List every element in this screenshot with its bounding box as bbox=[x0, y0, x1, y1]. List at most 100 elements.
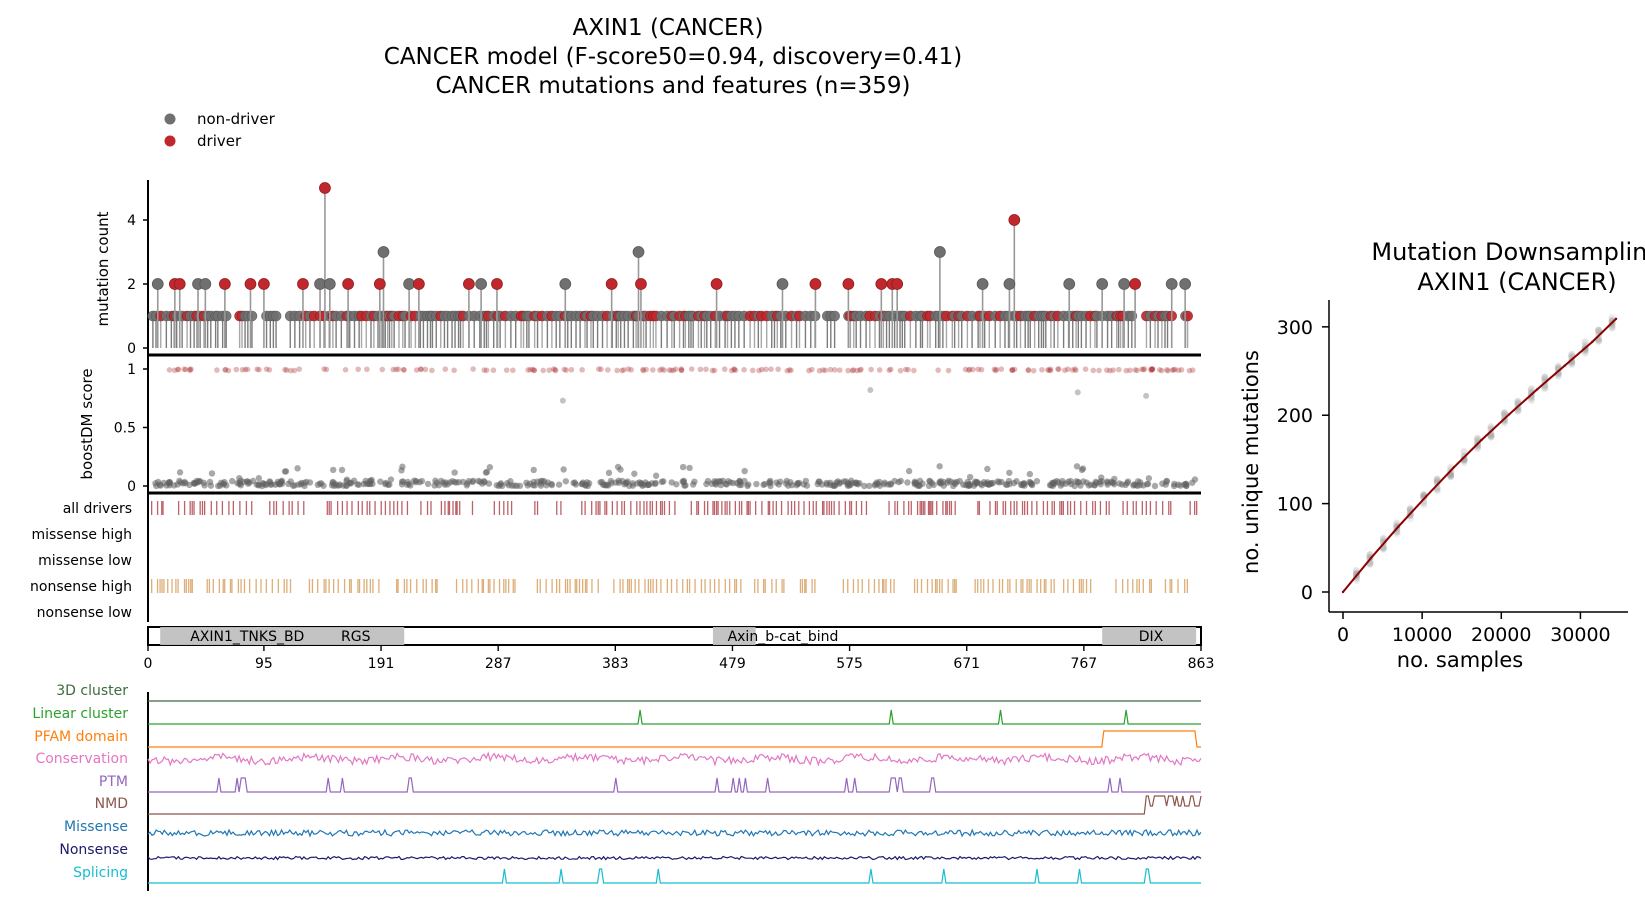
score-y-ticks: 00.51 bbox=[114, 362, 148, 495]
score-point bbox=[539, 477, 546, 485]
score-point bbox=[1124, 479, 1131, 487]
downsampling-replicate-point bbox=[1568, 350, 1576, 358]
score-point bbox=[966, 473, 974, 481]
lollipop-driver-point bbox=[342, 278, 354, 290]
downsampling-replicate-point bbox=[1500, 409, 1508, 417]
score-point bbox=[1006, 469, 1013, 476]
score-driver-point bbox=[886, 367, 892, 373]
score-point bbox=[314, 481, 322, 489]
downsampling-replicate-point bbox=[1541, 384, 1549, 392]
lollipop-y-tick-label: 2 bbox=[127, 277, 136, 293]
figure-title: AXIN1 (CANCER) CANCER model (F-score50=0… bbox=[384, 15, 962, 99]
score-driver-point bbox=[670, 367, 677, 374]
downsampling-point bbox=[1563, 364, 1566, 367]
score-driver-point bbox=[993, 366, 1000, 373]
lollipop-driver-point bbox=[244, 278, 257, 290]
score-driver-point bbox=[732, 367, 739, 374]
score-driver-point bbox=[1082, 366, 1089, 372]
score-point bbox=[852, 479, 859, 486]
lollipop-driver-point bbox=[463, 278, 475, 290]
score-driver-point bbox=[858, 366, 864, 373]
score-point bbox=[741, 467, 748, 475]
score-point bbox=[985, 481, 992, 488]
score-driver-point bbox=[650, 367, 656, 373]
score-point bbox=[1003, 481, 1011, 489]
score-driver-point bbox=[975, 366, 981, 373]
domain-box bbox=[255, 627, 405, 645]
score-driver-point bbox=[827, 366, 834, 373]
score-driver-point bbox=[503, 367, 510, 373]
score-driver-point bbox=[1134, 367, 1140, 374]
score-driver-point bbox=[1047, 366, 1054, 372]
score-point bbox=[712, 480, 719, 487]
lollipop-driver-point bbox=[1008, 214, 1021, 226]
domain-x-tick-label: 767 bbox=[1070, 656, 1097, 672]
downsampling-replicates bbox=[1352, 313, 1616, 585]
score-driver-point bbox=[1110, 367, 1116, 373]
downsampling-point bbox=[1480, 438, 1483, 442]
score-driver-point bbox=[1090, 367, 1097, 374]
score-point bbox=[272, 481, 279, 488]
score-driver-point bbox=[263, 366, 270, 372]
score-point bbox=[1145, 475, 1153, 482]
downsampling-replicate-point bbox=[1420, 497, 1428, 505]
downsampling-replicate-point bbox=[1595, 327, 1603, 335]
score-driver-point bbox=[282, 366, 288, 373]
downsampling-replicate-point bbox=[1460, 447, 1468, 455]
score-point bbox=[572, 481, 580, 488]
downsampling-replicate-point bbox=[1527, 385, 1535, 393]
score-driver-point bbox=[1123, 367, 1130, 374]
lollipop-driver-point bbox=[635, 278, 647, 290]
score-point bbox=[555, 481, 563, 488]
score-point bbox=[523, 479, 530, 486]
score-point bbox=[1177, 482, 1184, 489]
lollipop-nondriver-point bbox=[829, 310, 840, 322]
lollipop-driver-point bbox=[809, 278, 822, 290]
score-driver-point bbox=[935, 367, 941, 373]
score-driver-point bbox=[529, 366, 536, 373]
score-driver-point bbox=[768, 366, 774, 372]
score-driver-point bbox=[868, 366, 874, 373]
downsampling-replicate-point bbox=[1595, 326, 1603, 334]
downsampling-replicate-point bbox=[1487, 422, 1495, 430]
score-driver-point bbox=[552, 366, 558, 373]
downsampling-replicate-point bbox=[1406, 508, 1414, 516]
downsampling-replicate-point bbox=[1514, 404, 1522, 412]
downsampling-replicate-point bbox=[1460, 448, 1468, 456]
score-point bbox=[887, 480, 894, 487]
score-point bbox=[686, 464, 693, 472]
score-point bbox=[530, 478, 537, 486]
downsampling-replicate-point bbox=[1352, 569, 1360, 577]
downsampling-x-label: no. samples bbox=[1397, 648, 1523, 672]
score-driver-point bbox=[470, 366, 476, 372]
score-driver-point bbox=[266, 367, 273, 373]
lollipop-nondriver-point bbox=[475, 278, 487, 290]
score-driver-point bbox=[605, 367, 611, 373]
score-driver-point bbox=[1140, 366, 1147, 373]
score-point bbox=[229, 477, 236, 485]
lollipop-nondriver-point bbox=[151, 278, 164, 290]
score-driver-point bbox=[355, 366, 361, 373]
score-driver-point bbox=[897, 367, 904, 374]
lollipop-panel: mutation count 0 2 4 bbox=[94, 180, 1193, 357]
score-point bbox=[562, 478, 570, 485]
downsampling-replicate-point bbox=[1433, 479, 1441, 487]
score-driver-point bbox=[579, 367, 585, 373]
score-driver-point bbox=[256, 366, 262, 373]
score-point bbox=[482, 469, 490, 476]
score-point bbox=[652, 472, 660, 479]
downsampling-replicate-point bbox=[1460, 452, 1468, 460]
lollipop-y-tick-label: 4 bbox=[127, 213, 136, 229]
score-driver-point bbox=[1055, 366, 1061, 372]
score-point bbox=[451, 469, 458, 476]
score-driver-point bbox=[657, 367, 663, 373]
feature-label-nonsense: Nonsense bbox=[59, 842, 128, 858]
lollipop-baseline-stems bbox=[147, 310, 1193, 348]
downsampling-x-tick-label: 0 bbox=[1337, 624, 1349, 646]
score-outlier-point bbox=[559, 397, 566, 404]
feature-line-splicing bbox=[148, 868, 1201, 884]
score-point bbox=[1026, 470, 1034, 478]
downsampling-replicate-point bbox=[1541, 373, 1549, 381]
score-driver-point bbox=[1104, 367, 1110, 373]
score-point bbox=[431, 482, 438, 489]
